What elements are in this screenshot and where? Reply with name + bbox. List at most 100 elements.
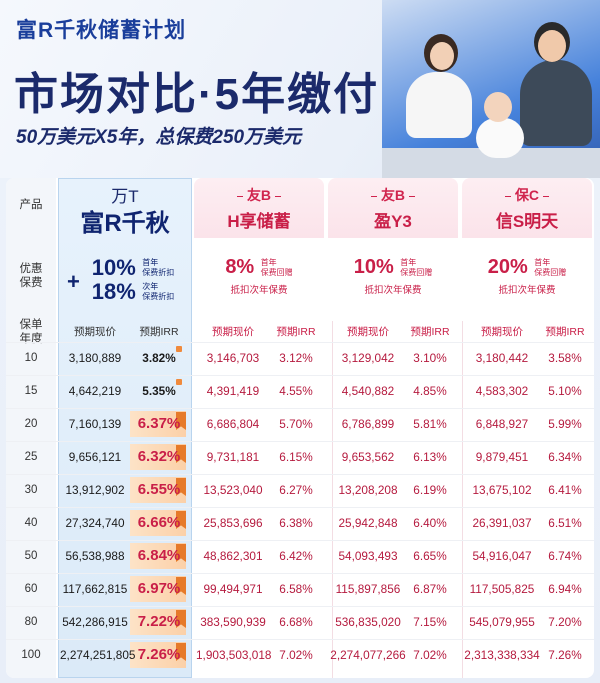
table-cell-value: 3,180,889 <box>68 351 122 365</box>
best-flag-icon <box>176 544 186 562</box>
table-cell-irr: 6.66% <box>137 514 181 531</box>
table-cell-irr: 6.94% <box>548 582 582 596</box>
table-cell-value: 4,391,419 <box>206 384 260 398</box>
table-cell-irr: 3.58% <box>548 351 582 365</box>
table-cell-value: 117,662,815 <box>62 582 128 596</box>
table-cell-irr: 6.41% <box>548 483 582 497</box>
label-product: 产品 <box>19 199 43 211</box>
row-divider <box>6 606 594 607</box>
policy-year: 100 <box>21 649 41 661</box>
best-flag-icon <box>176 478 186 496</box>
product-column-comp-3: 保C 信S明天 20% 首年 保费回赠 抵扣次年保费 <box>462 178 592 678</box>
table-cell-irr: 6.58% <box>279 582 313 596</box>
col-header-irr: 预期IRR <box>410 326 450 338</box>
table-cell-value: 1,903,503,018 <box>196 648 272 662</box>
table-cell-value: 13,523,040 <box>203 483 263 497</box>
table-cell-value: 115,897,856 <box>335 582 401 596</box>
col-header-value: 预期现价 <box>347 326 389 338</box>
table-cell-irr: 6.65% <box>413 549 447 563</box>
table-cell-irr: 6.38% <box>279 516 313 530</box>
table-cell-irr: 5.35% <box>142 384 176 398</box>
table-cell-irr: 6.51% <box>548 516 582 530</box>
table-cell-value: 25,853,696 <box>203 516 263 530</box>
table-cell-irr: 7.15% <box>413 615 447 629</box>
table-cell-irr: 7.02% <box>413 648 447 662</box>
table-cell-value: 542,286,915 <box>62 615 128 629</box>
table-cell-irr: 7.26% <box>137 646 181 663</box>
table-cell-value: 545,079,955 <box>469 615 535 629</box>
table-cell-irr: 5.99% <box>548 417 582 431</box>
table-cell-value: 383,590,939 <box>200 615 266 629</box>
row-divider <box>6 507 594 508</box>
table-cell-value: 13,208,208 <box>338 483 398 497</box>
table-cell-value: 4,583,302 <box>475 384 529 398</box>
table-cell-value: 3,129,042 <box>341 351 395 365</box>
table-cell-value: 2,274,077,266 <box>330 648 406 662</box>
policy-year: 80 <box>24 616 38 628</box>
marker-icon <box>176 346 182 352</box>
table-cell-value: 2,313,338,334 <box>464 648 540 662</box>
table-cell-irr: 6.13% <box>413 450 447 464</box>
best-flag-icon <box>176 610 186 628</box>
table-cell-value: 25,942,848 <box>338 516 398 530</box>
table-cell-irr: 6.40% <box>413 516 447 530</box>
table-cell-value: 56,538,988 <box>65 549 125 563</box>
table-cell-value: 536,835,020 <box>335 615 401 629</box>
marker-icon <box>176 379 182 385</box>
row-divider <box>6 573 594 574</box>
table-cell-irr: 6.74% <box>548 549 582 563</box>
table-cell-irr: 3.10% <box>413 351 447 365</box>
table-cell-irr: 4.55% <box>279 384 313 398</box>
table-cell-irr: 6.87% <box>413 582 447 596</box>
table-cell-value: 48,862,301 <box>203 549 263 563</box>
table-cell-irr: 6.27% <box>279 483 313 497</box>
row-divider <box>6 639 594 640</box>
best-flag-icon <box>176 511 186 529</box>
table-cell-value: 13,912,902 <box>65 483 125 497</box>
table-cell-irr: 6.15% <box>279 450 313 464</box>
table-cell-irr: 7.26% <box>548 648 582 662</box>
col-header-irr: 预期IRR <box>545 326 585 338</box>
row-divider <box>6 441 594 442</box>
col-header-irr: 预期IRR <box>276 326 316 338</box>
comparison-table: 产品 优惠保费 保单年度 10 15 20 25 30 40 50 60 80 100 万T 富R… <box>6 178 594 678</box>
family-photo <box>382 0 600 178</box>
product-name: 富R千秋 <box>80 210 170 237</box>
discount-line-1: 10% 首年 保费折扣 <box>91 255 175 280</box>
discount-line-2: 18% 次年 保费折扣 <box>91 279 175 304</box>
table-cell-irr: 6.19% <box>413 483 447 497</box>
table-cell-value: 4,540,882 <box>341 384 395 398</box>
table-cell-irr: 6.37% <box>137 415 181 432</box>
col-header-irr: 预期IRR <box>139 326 179 338</box>
table-cell-value: 4,642,219 <box>68 384 122 398</box>
table-cell-value: 3,146,703 <box>206 351 260 365</box>
policy-year: 60 <box>24 583 38 595</box>
policy-year: 40 <box>24 517 38 529</box>
table-cell-value: 3,180,442 <box>475 351 529 365</box>
table-cell-irr: 6.84% <box>137 547 181 564</box>
row-divider <box>6 540 594 541</box>
table-cell-irr: 7.22% <box>137 613 181 630</box>
plus-sign: + <box>67 269 80 294</box>
table-cell-irr: 6.97% <box>137 580 181 597</box>
table-cell-value: 99,494,971 <box>203 582 263 596</box>
table-cell-value: 2,274,251,805 <box>60 648 136 662</box>
policy-year: 10 <box>24 352 38 364</box>
table-cell-irr: 5.10% <box>548 384 582 398</box>
row-divider <box>6 375 594 376</box>
table-cell-value: 26,391,037 <box>472 516 532 530</box>
row-divider <box>6 474 594 475</box>
page-title: 市场对比·5年缴付 <box>14 70 380 119</box>
column-divider <box>462 321 463 678</box>
policy-year: 20 <box>24 418 38 430</box>
product-company: 万T <box>111 187 139 206</box>
best-flag-icon <box>176 643 186 661</box>
policy-year: 50 <box>24 550 38 562</box>
col-header-value: 预期现价 <box>212 326 254 338</box>
table-cell-value: 117,505,825 <box>469 582 535 596</box>
table-cell-value: 6,686,804 <box>206 417 260 431</box>
table-cell-value: 13,675,102 <box>472 483 532 497</box>
col-header-value: 预期现价 <box>74 326 116 338</box>
table-cell-value: 54,916,047 <box>472 549 532 563</box>
table-cell-irr: 7.02% <box>279 648 313 662</box>
